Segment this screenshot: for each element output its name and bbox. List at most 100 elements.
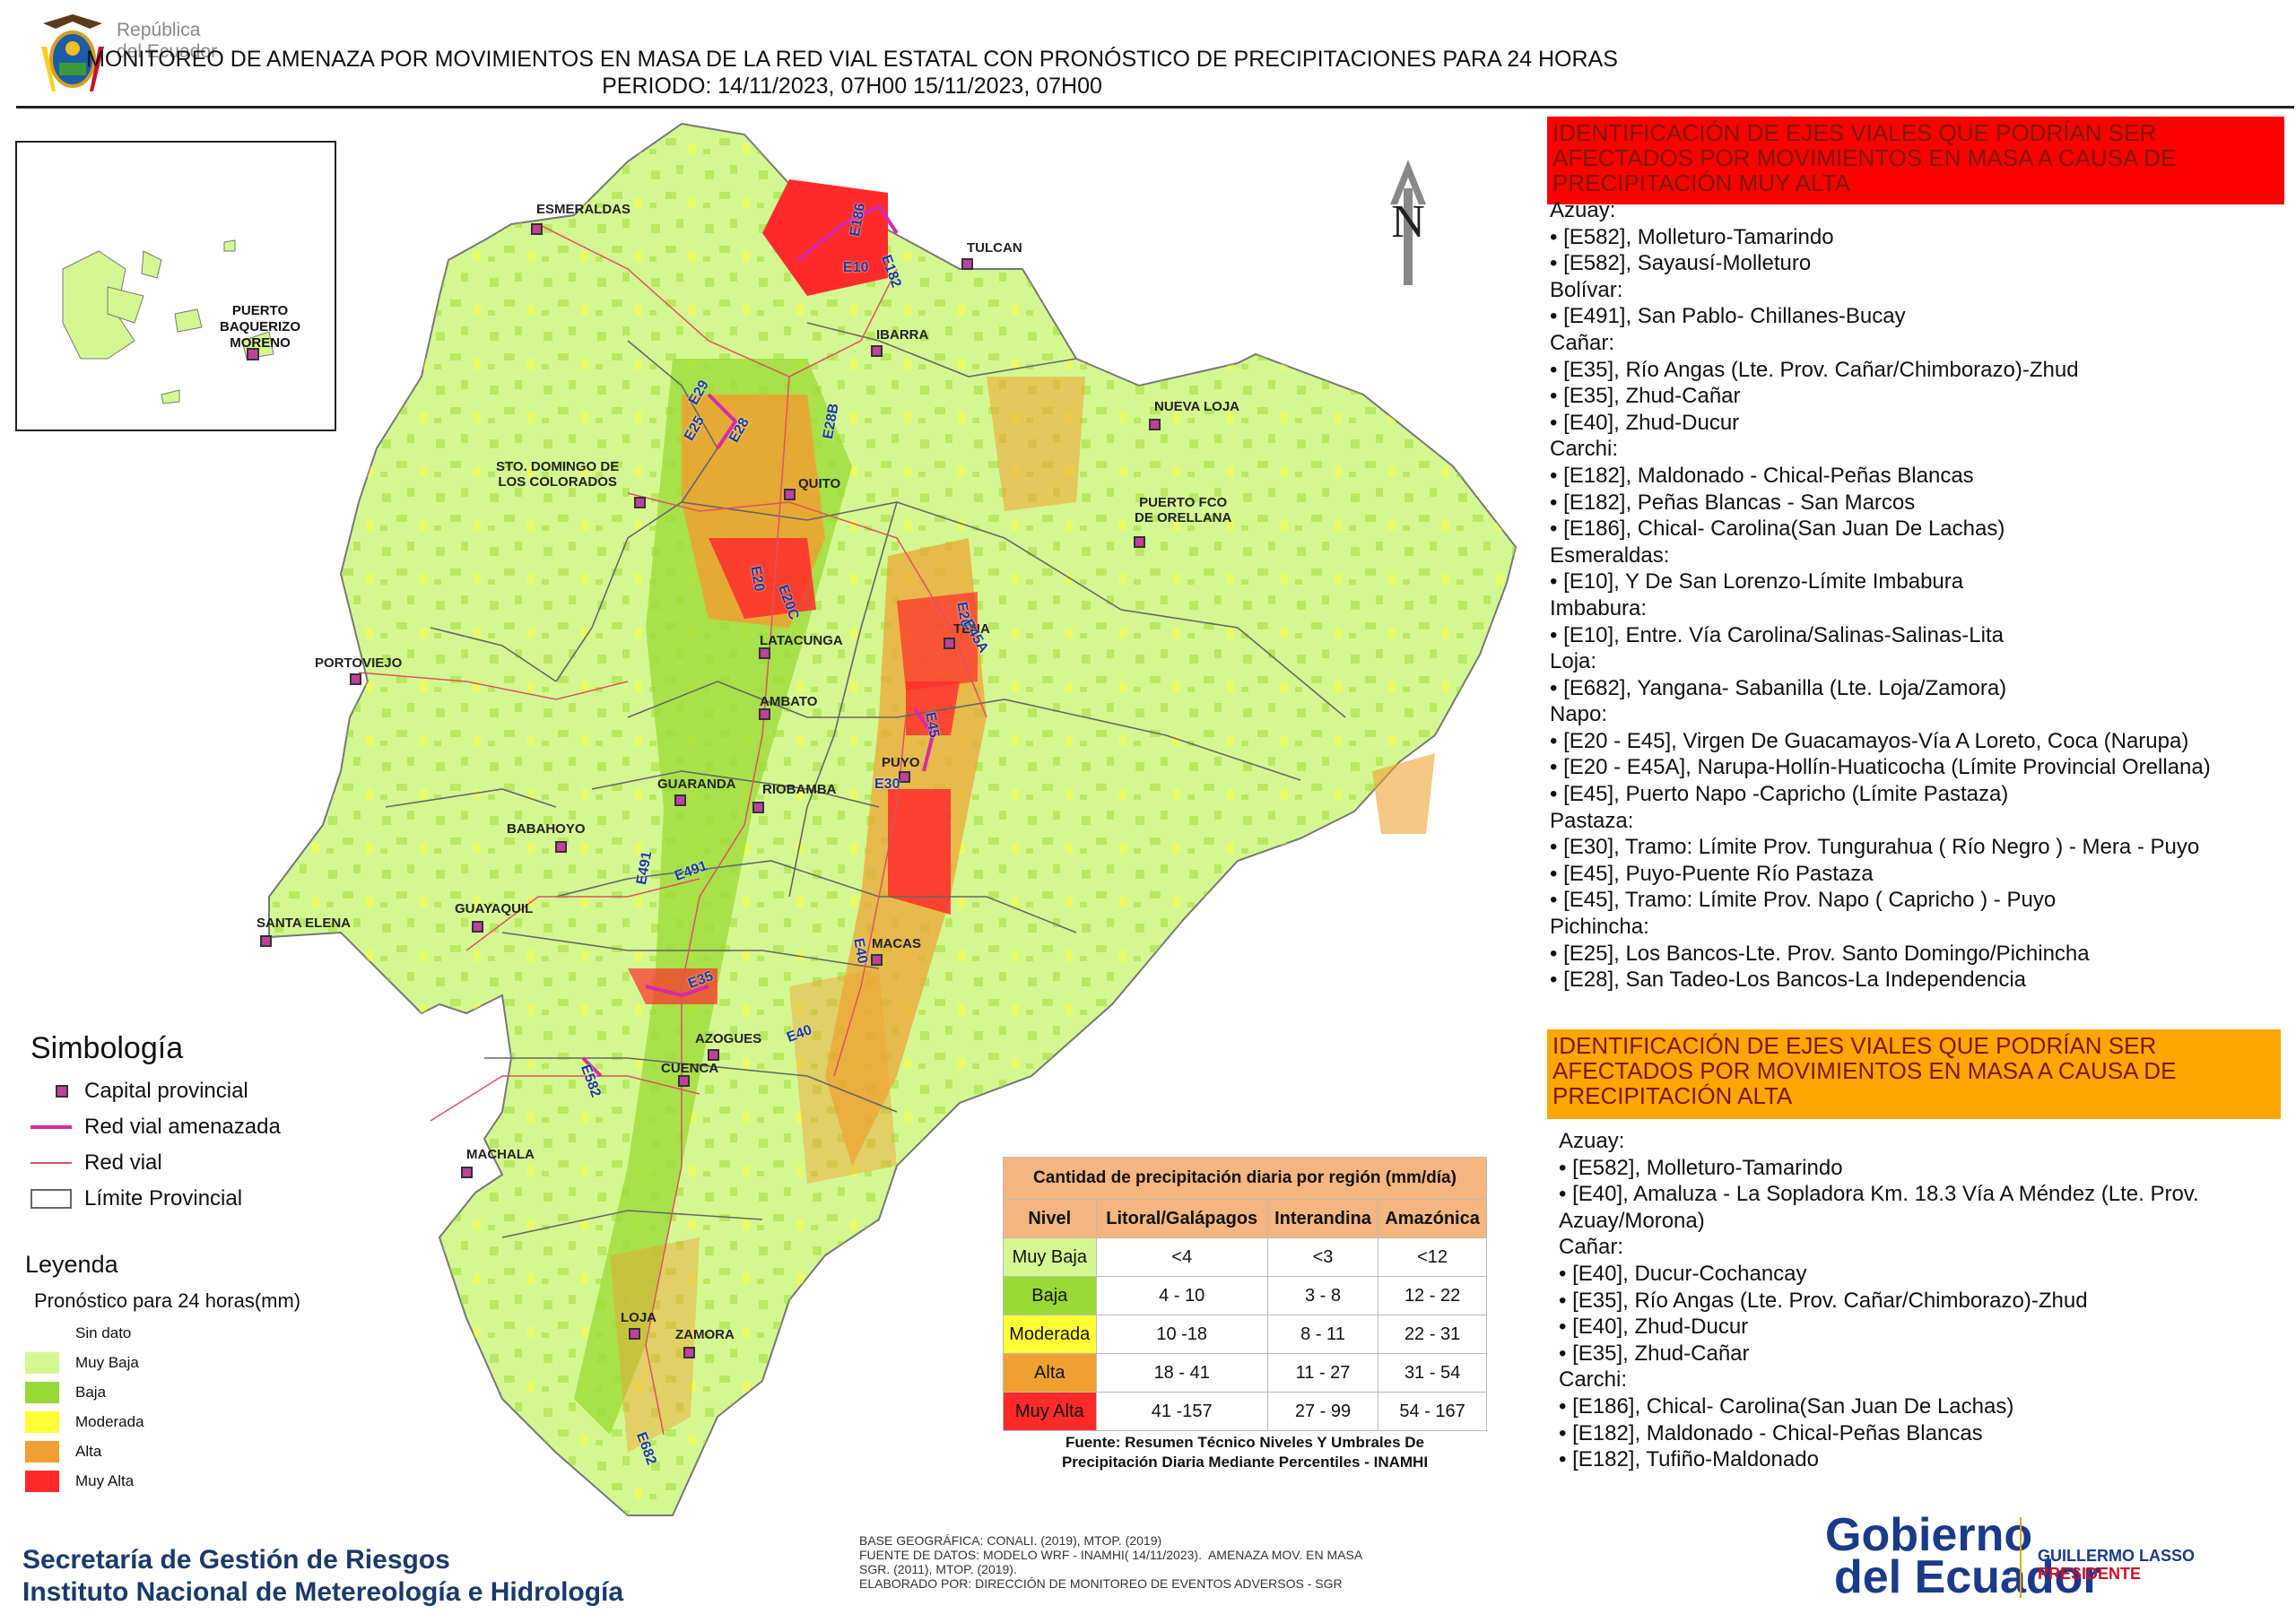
- galapagos-inset: [15, 141, 336, 431]
- simbologia-row-capital: Capital provincial: [30, 1073, 281, 1109]
- alta-orellana-east: [1372, 753, 1435, 834]
- road-item: • [E45], Puerto Napo -Capricho (Límite P…: [1550, 782, 2009, 807]
- simbologia-row-red-amenazada: Red vial amenazada: [30, 1109, 281, 1145]
- alta-sucumbios: [987, 377, 1085, 511]
- legend-row: Moderada: [25, 1407, 300, 1436]
- forecast-legend: Leyenda Pronóstico para 24 horas(mm) Sin…: [25, 1251, 300, 1496]
- table-level-cell: Alta: [1003, 1353, 1097, 1393]
- legend-swatch: [25, 1470, 59, 1492]
- province-heading: Pastaza:: [1550, 808, 1634, 833]
- road-item: • [E35], Río Angas (Lte. Prov. Cañar/Chi…: [1559, 1288, 2088, 1313]
- republica-text: República del Ecuador: [117, 20, 218, 62]
- road-item: • [E40], Zhud-Ducur: [1550, 410, 1740, 435]
- capital-marker: [1134, 536, 1145, 548]
- panel-alta-heading: IDENTIFICACIÓN DE EJES VIALES QUE PODRÍA…: [1547, 1029, 2281, 1119]
- muy-alta-puyo: [888, 789, 951, 915]
- city-label: PUERTO FCO DE ORELLANA: [1135, 495, 1232, 525]
- ecuador-logo: [36, 11, 109, 97]
- table-cell: 10 -18: [1095, 1315, 1268, 1354]
- capital-marker: [899, 771, 910, 783]
- road-item: • [E186], Chical- Carolina(San Juan De L…: [1559, 1393, 2014, 1419]
- president-block: GUILLERMO LASSO PRESIDENTE: [2038, 1547, 2195, 1583]
- road-item: • [E35], Zhud-Cañar: [1550, 384, 1741, 409]
- legend-row: Baja: [25, 1377, 300, 1407]
- table-row: Muy Baja <4 <3 <12: [1003, 1237, 1487, 1277]
- table-cell: 54 - 167: [1378, 1392, 1487, 1431]
- table-source: Fuente: Resumen Técnico Niveles Y Umbral…: [1061, 1434, 1429, 1471]
- base-references: BASE GEOGRÁFICA: CONALI. (2019), MTOP. (…: [859, 1533, 1363, 1591]
- road-item: • [E35], Zhud-Cañar: [1559, 1341, 1750, 1366]
- road-label: E30: [874, 777, 900, 792]
- road-item: • [E682], Yangana- Sabanilla (Lte. Loja/…: [1550, 675, 2007, 700]
- gobierno-logo: Gobierno del Ecuador: [1825, 1512, 2101, 1601]
- president-title: PRESIDENTE: [2038, 1565, 2142, 1583]
- capital-marker: [461, 1167, 473, 1178]
- north-label: N: [1391, 196, 1425, 247]
- legend-label: Alta: [75, 1442, 102, 1460]
- panel-muy-alta-list: Azuay: • [E582], Molleturo-Tamarindo • [E5…: [1550, 197, 2211, 994]
- capital-marker: [555, 841, 567, 853]
- city-label: ZAMORA: [675, 1327, 735, 1342]
- province-heading: Azuay:: [1550, 198, 1616, 222]
- province-heading: Azuay:: [1559, 1129, 1625, 1153]
- legend-row: Alta: [25, 1436, 300, 1466]
- table-row: Muy Alta 41 -157 27 - 99 54 - 167: [1003, 1392, 1487, 1431]
- city-label: LOJA: [621, 1310, 657, 1325]
- road-network: [358, 223, 987, 1436]
- simbologia-legend: Simbología Capital provincial Red vial a…: [30, 1031, 281, 1217]
- road-item: • [E10], Entre. Vía Carolina/Salinas-Sal…: [1550, 622, 2004, 647]
- table-header: Nivel: [1003, 1199, 1097, 1238]
- province-heading: Cañar:: [1559, 1235, 1624, 1260]
- legend-subtitle: Pronóstico para 24 horas(mm): [34, 1289, 301, 1312]
- table-body: Muy Baja <4 <3 <12 Baja 4 - 10 3 - 8 12 - 22 Mod…: [1003, 1237, 1487, 1431]
- organization-block: Secretaría de Gestión de Riesgos Institu…: [22, 1544, 623, 1609]
- muy-alta-quito: [709, 538, 816, 619]
- threatened-roads: [581, 204, 935, 1078]
- table-cell: 27 - 99: [1266, 1392, 1379, 1431]
- city-label: BABAHOYO: [507, 821, 586, 837]
- province-heading: Bolívar:: [1550, 277, 1623, 302]
- muy-alta-canar: [628, 968, 718, 1004]
- capital-marker: [759, 708, 770, 720]
- city-label: CUENCA: [661, 1061, 719, 1076]
- city-label: NUEVA LOJA: [1154, 399, 1240, 414]
- road-item: • [E186], Chical- Carolina(San Juan De L…: [1550, 516, 2005, 542]
- legend-label: Moderada: [75, 1412, 144, 1430]
- table-header: Litoral/Galápagos: [1095, 1199, 1268, 1238]
- capital-marker: [350, 673, 361, 685]
- table-cell: 12 - 22: [1378, 1276, 1487, 1315]
- table-header: Amazónica: [1378, 1199, 1487, 1238]
- province-heading: Carchi:: [1559, 1367, 1628, 1393]
- legend-swatch: [25, 1410, 59, 1433]
- capital-marker: [1149, 419, 1161, 430]
- legend-row: Muy Baja: [25, 1348, 300, 1377]
- capital-marker: [629, 1328, 640, 1340]
- province-heading: Esmeraldas:: [1550, 542, 1670, 568]
- logo-separator: [2020, 1517, 2022, 1598]
- ecuador-map: N: [15, 122, 1518, 1516]
- capital-marker: [961, 258, 973, 270]
- table-cell: <4: [1095, 1237, 1268, 1277]
- table-cell: <3: [1266, 1237, 1379, 1277]
- legend-label: Muy Baja: [75, 1353, 139, 1371]
- capital-marker: [531, 223, 543, 235]
- province-heading: Carchi:: [1550, 437, 1619, 462]
- road-item: • [E45], Puyo-Puente Río Pastaza: [1550, 861, 1874, 886]
- city-label: AMBATO: [760, 694, 818, 709]
- table-cell: 22 - 31: [1378, 1315, 1487, 1354]
- president-name: GUILLERMO LASSO: [2038, 1547, 2195, 1565]
- capital-marker: [674, 794, 686, 806]
- capital-marker: [634, 497, 646, 508]
- simbologia-label: Límite Provincial: [84, 1186, 243, 1211]
- threatened-road-icon: [30, 1125, 72, 1129]
- capital-marker: [752, 802, 764, 813]
- road-item: • [E30], Tramo: Límite Prov. Tungurahua …: [1550, 835, 2200, 860]
- legend-row: Muy Alta: [25, 1466, 300, 1496]
- muy-alta-napo: [906, 681, 960, 735]
- table-level-cell: Moderada: [1003, 1315, 1097, 1354]
- table-cell: 31 - 54: [1378, 1353, 1487, 1393]
- city-label: ESMERALDAS: [536, 202, 631, 217]
- province-heading: Napo:: [1550, 702, 1608, 727]
- city-label: SANTA ELENA: [257, 916, 351, 931]
- legend-label: Sin dato: [75, 1324, 132, 1341]
